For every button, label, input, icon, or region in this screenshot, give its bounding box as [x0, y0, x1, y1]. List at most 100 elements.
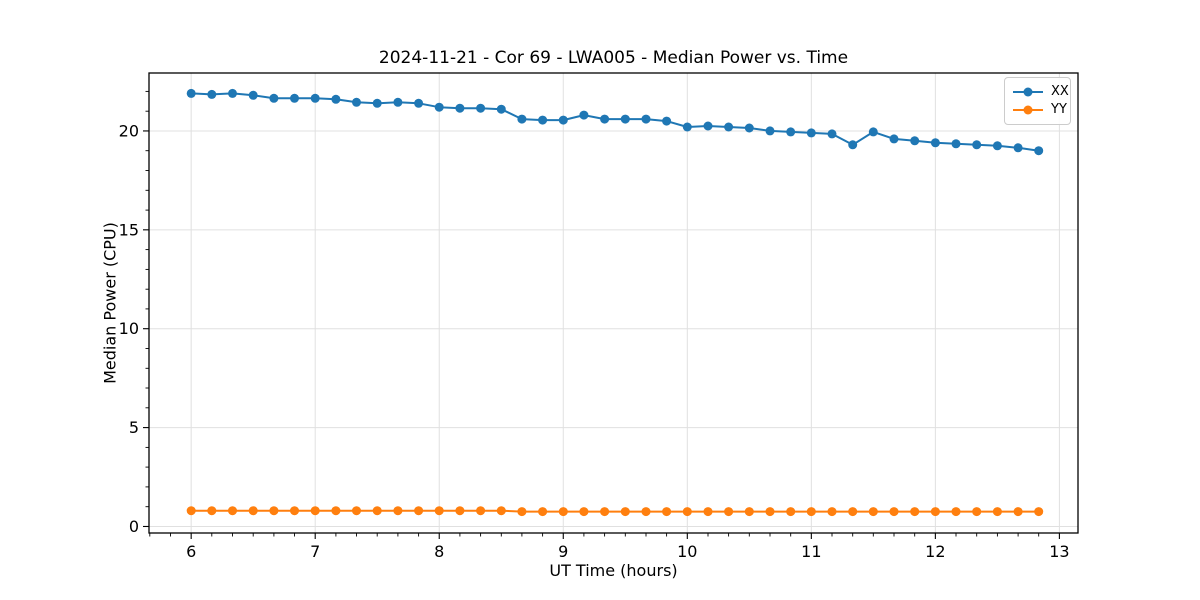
data-point: [331, 506, 341, 516]
x-tick-label: 11: [801, 542, 821, 561]
legend-label-xx: XX: [1051, 83, 1069, 99]
data-point: [889, 134, 899, 144]
data-point: [848, 140, 858, 150]
data-point: [228, 506, 237, 516]
data-point: [476, 506, 486, 516]
data-point: [207, 89, 217, 99]
data-point: [972, 140, 982, 150]
data-point: [641, 507, 651, 517]
data-point: [1013, 143, 1023, 153]
axes-spines: [148, 72, 1079, 534]
data-point: [662, 116, 672, 126]
data-point: [310, 93, 320, 103]
data-point: [538, 507, 548, 517]
legend: XX YY: [1004, 77, 1071, 125]
x-tick-label: 10: [677, 542, 697, 561]
data-point: [848, 507, 858, 517]
x-tick-label: 6: [186, 542, 196, 561]
gridlines: [149, 73, 1078, 533]
data-point: [827, 507, 837, 517]
data-point: [579, 507, 589, 517]
data-point: [806, 507, 816, 517]
data-point: [744, 507, 754, 517]
data-point: [724, 122, 734, 132]
x-tick-label: 12: [925, 542, 945, 561]
data-point: [186, 88, 196, 98]
x-tick-label: 9: [558, 542, 568, 561]
data-point: [455, 103, 465, 113]
data-point: [538, 115, 548, 125]
x-axis-label: UT Time (hours): [549, 561, 678, 580]
data-point: [248, 506, 258, 516]
data-point: [1034, 507, 1044, 517]
data-point: [724, 507, 734, 517]
data-point: [868, 507, 878, 517]
data-point: [682, 122, 692, 132]
data-point: [930, 138, 940, 148]
legend-item-xx: XX: [1012, 84, 1069, 99]
data-point: [269, 506, 279, 516]
data-point: [765, 126, 775, 136]
data-point: [476, 103, 486, 113]
data-point: [228, 88, 237, 98]
legend-label-yy: YY: [1051, 102, 1067, 118]
data-point: [682, 507, 692, 517]
data-point: [186, 506, 196, 516]
data-point: [414, 506, 424, 516]
y-tick-label: 15: [119, 220, 139, 239]
data-point: [806, 128, 816, 138]
axis-ticks: [143, 90, 1060, 539]
data-point: [414, 98, 424, 108]
y-tick-label: 20: [119, 121, 139, 140]
x-tick-label: 13: [1049, 542, 1069, 561]
data-point: [496, 104, 506, 114]
data-point: [558, 507, 568, 517]
x-tick-label: 7: [310, 542, 320, 561]
data-point: [352, 97, 361, 107]
data-point: [331, 94, 341, 104]
data-point: [703, 507, 713, 517]
data-point: [207, 506, 217, 516]
data-point: [951, 139, 961, 149]
legend-sample-line-icon: [1013, 87, 1043, 97]
series-xx: [186, 88, 1044, 156]
data-point: [910, 136, 920, 146]
data-point: [620, 507, 630, 517]
data-point: [455, 506, 465, 516]
data-point: [352, 506, 361, 516]
series-yy: [186, 506, 1044, 517]
data-point: [269, 93, 279, 103]
data-point: [393, 506, 403, 516]
data-point: [992, 141, 1002, 151]
legend-sample-line-icon: [1013, 105, 1043, 115]
data-point: [889, 507, 899, 517]
y-tick-label: 5: [129, 418, 139, 437]
data-point: [372, 506, 382, 516]
data-point: [951, 507, 961, 517]
x-tick-label: 8: [434, 542, 444, 561]
chart-title: 2024-11-21 - Cor 69 - LWA005 - Median Po…: [378, 48, 849, 68]
data-point: [786, 507, 796, 517]
axis-tick-labels: 6 7 8 9 10 11 12 13 0 5 10 15 20: [119, 121, 1070, 561]
data-point: [868, 127, 878, 137]
data-point: [600, 507, 610, 517]
data-point: [290, 93, 299, 103]
data-point: [930, 507, 940, 517]
data-point: [744, 123, 754, 133]
data-point: [517, 114, 527, 124]
y-axis-label: Median Power (CPU): [100, 222, 120, 384]
legend-item-yy: YY: [1012, 103, 1067, 117]
data-point: [558, 115, 568, 125]
data-point: [992, 507, 1002, 517]
data-point: [641, 114, 651, 124]
data-point: [434, 506, 444, 516]
data-point: [579, 110, 589, 120]
data-point: [910, 507, 920, 517]
data-point: [1013, 507, 1023, 517]
data-point: [372, 98, 382, 108]
data-point: [827, 129, 837, 139]
data-point: [434, 102, 444, 112]
data-point: [248, 90, 258, 100]
